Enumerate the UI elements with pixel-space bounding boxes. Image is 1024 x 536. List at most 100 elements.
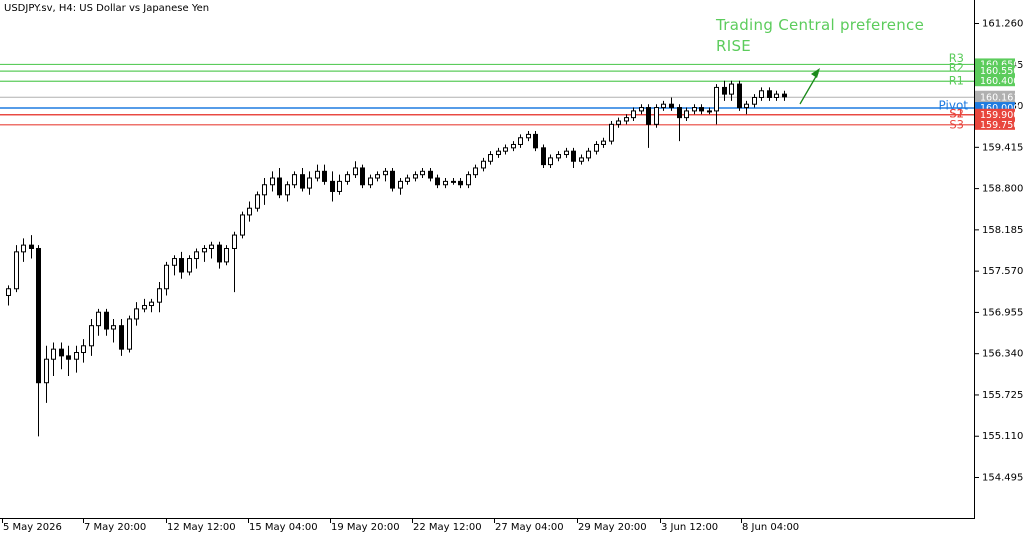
candle bbox=[744, 100, 749, 115]
candle bbox=[518, 134, 523, 148]
price-tick-label: 155.725 bbox=[982, 390, 1023, 401]
candle bbox=[669, 97, 674, 111]
candle-body bbox=[466, 174, 471, 186]
candle-body bbox=[729, 83, 734, 95]
candle bbox=[503, 144, 508, 155]
candle bbox=[134, 302, 139, 326]
candle bbox=[59, 342, 64, 370]
candle bbox=[646, 104, 651, 148]
candle bbox=[383, 167, 388, 182]
candle-body bbox=[59, 348, 64, 357]
level-name-s2: S2 bbox=[949, 106, 964, 120]
candle bbox=[601, 137, 606, 148]
candle bbox=[247, 201, 252, 222]
candle-body bbox=[44, 358, 49, 384]
candle-body bbox=[707, 110, 712, 113]
candle-body bbox=[616, 120, 621, 125]
candle-body bbox=[451, 180, 456, 183]
candle-body bbox=[194, 251, 199, 260]
candle-body bbox=[307, 177, 312, 189]
candle-body bbox=[473, 167, 478, 176]
trend-arrow-icon bbox=[799, 68, 820, 105]
candle bbox=[240, 211, 245, 239]
candle bbox=[368, 174, 373, 189]
candle-body bbox=[353, 167, 358, 176]
candle bbox=[639, 104, 644, 115]
candle bbox=[443, 178, 448, 189]
candle-body bbox=[699, 107, 704, 112]
candle bbox=[390, 167, 395, 192]
candle bbox=[111, 318, 116, 343]
candle bbox=[44, 345, 49, 403]
time-tick-label: 29 May 20:00 bbox=[578, 522, 647, 533]
time-tick-label: 15 May 04:00 bbox=[249, 522, 318, 533]
candle bbox=[337, 174, 342, 195]
level-name-pivot: Pivot bbox=[939, 99, 969, 113]
candle bbox=[654, 104, 659, 128]
candle-body bbox=[413, 174, 418, 179]
candle-body bbox=[714, 86, 719, 112]
candle bbox=[96, 308, 101, 336]
candle-body bbox=[157, 288, 162, 303]
candle-body bbox=[127, 318, 132, 350]
candle bbox=[149, 298, 154, 313]
level-price-label: 160.000 bbox=[980, 103, 1019, 114]
candle bbox=[782, 90, 787, 101]
candle bbox=[194, 248, 199, 269]
candle-body bbox=[752, 96, 757, 105]
candle bbox=[21, 238, 26, 262]
candle bbox=[89, 318, 94, 356]
candle bbox=[300, 167, 305, 192]
time-tick-label: 19 May 20:00 bbox=[331, 522, 400, 533]
candle bbox=[481, 157, 486, 172]
candle-body bbox=[661, 103, 666, 109]
candle bbox=[307, 171, 312, 195]
candle-body bbox=[548, 157, 553, 166]
candle-body bbox=[285, 184, 290, 196]
candle-body bbox=[29, 244, 34, 249]
candle bbox=[353, 161, 358, 179]
candle bbox=[677, 104, 682, 142]
candle bbox=[594, 141, 599, 155]
candle-body bbox=[669, 103, 674, 109]
candle-body bbox=[586, 150, 591, 159]
candle-body bbox=[96, 311, 101, 327]
candle bbox=[616, 117, 621, 128]
candle-body bbox=[232, 234, 237, 249]
candle-body bbox=[639, 107, 644, 112]
arrow-head bbox=[811, 68, 820, 78]
candle bbox=[631, 107, 636, 121]
candle-body bbox=[81, 345, 86, 354]
level-price-badge bbox=[975, 108, 1015, 120]
candle bbox=[315, 164, 320, 182]
price-tick-label: 154.495 bbox=[982, 473, 1023, 484]
candle bbox=[277, 167, 282, 199]
candle-body bbox=[496, 150, 501, 156]
candle-body bbox=[74, 352, 79, 360]
price-tick-label: 158.800 bbox=[982, 184, 1023, 195]
candle bbox=[699, 104, 704, 115]
candle-body bbox=[511, 143, 516, 149]
time-axis[interactable]: 5 May 2026 7 May 20:00 12 May 12:00 15 May … bbox=[2, 518, 800, 533]
candle bbox=[586, 147, 591, 162]
candle bbox=[6, 285, 11, 306]
price-axis[interactable]: 161.260160.645160.030159.415158.800158.1… bbox=[974, 19, 1023, 484]
candle-body bbox=[654, 107, 659, 125]
candle bbox=[420, 167, 425, 179]
candle-body bbox=[571, 150, 576, 162]
candle bbox=[360, 164, 365, 189]
candle-body bbox=[262, 184, 267, 196]
candle-body bbox=[179, 258, 184, 273]
time-tick-label: 3 Jun 12:00 bbox=[661, 522, 718, 533]
price-tick-label: 157.570 bbox=[982, 266, 1023, 277]
candle-body bbox=[601, 140, 606, 145]
candle bbox=[142, 298, 147, 313]
candle-body bbox=[782, 93, 787, 98]
candle bbox=[179, 251, 184, 279]
candle bbox=[270, 171, 275, 192]
level-price-badge bbox=[975, 118, 1015, 130]
candle bbox=[36, 245, 41, 437]
candle bbox=[548, 154, 553, 168]
time-tick-label: 12 May 12:00 bbox=[167, 522, 236, 533]
